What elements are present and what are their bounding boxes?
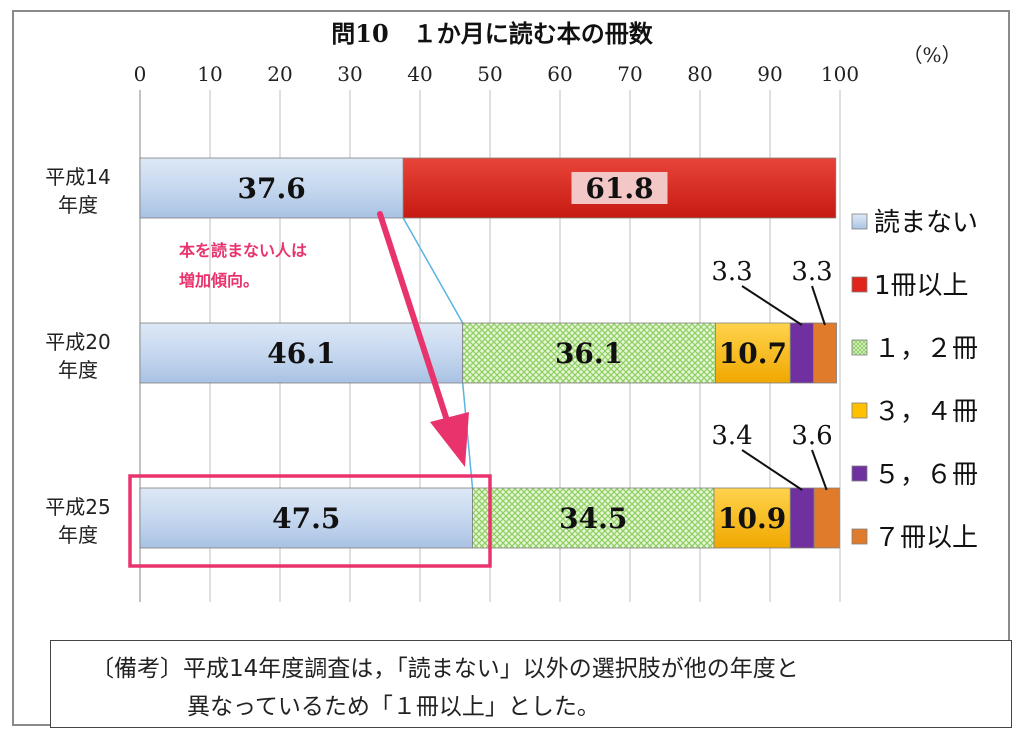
x-tick-label: 30 (337, 62, 362, 86)
legend-label: ５，６冊 (874, 460, 978, 490)
legend-label: ７冊以上 (874, 523, 978, 553)
bar-segment (139, 487, 473, 549)
legend-label: 1冊以上 (874, 271, 969, 301)
category-label: 平成20 (45, 330, 110, 354)
category-label: 年度 (58, 523, 98, 547)
data-label: 37.6 (237, 172, 305, 205)
leader-line (741, 285, 803, 326)
chart: 0 10 20 30 40 50 60 70 80 90 100 問10 １か月に読む本の冊数 （%） 平… (45, 19, 978, 602)
data-label: 10.9 (718, 502, 786, 535)
data-label: 46.1 (267, 337, 335, 370)
legend-label: １，２冊 (874, 334, 978, 364)
annotation-text: 増加傾向。 (179, 271, 259, 290)
data-label: 61.8 (585, 172, 653, 205)
highlight-box (128, 474, 492, 568)
data-label: 3.3 (791, 257, 832, 287)
bar-segment (813, 487, 840, 549)
annotation-text: 本を読まない人は (179, 241, 307, 260)
data-label: 10.7 (719, 337, 787, 370)
unit-label: （%） (902, 43, 961, 67)
bar-segment (789, 322, 814, 384)
series-connector-line (461, 382, 474, 489)
category-label: 平成14 (45, 165, 110, 189)
annotation-arrow-shaft (377, 211, 457, 445)
legend-swatch (851, 276, 868, 293)
legend-swatch (851, 465, 868, 482)
data-label: 47.5 (272, 502, 340, 535)
bar-segment (462, 322, 716, 384)
chart-title: 問10 １か月に読む本の冊数 (331, 19, 653, 48)
bar-segment (139, 322, 464, 384)
data-label: 3.6 (791, 421, 832, 451)
legend-label: 読まない (874, 208, 978, 238)
x-tick-label: 90 (757, 62, 782, 86)
x-tick-label: 0 (134, 62, 147, 86)
category-label: 年度 (58, 358, 98, 382)
x-tick-label: 20 (267, 62, 292, 86)
x-tick-label: 50 (477, 62, 502, 86)
leader-line (811, 285, 826, 326)
legend-label: ３，４冊 (874, 397, 978, 427)
leader-line (741, 449, 803, 491)
x-tick-label: 60 (547, 62, 572, 86)
annotation-arrow-head (430, 412, 469, 467)
bar-segment (713, 487, 791, 549)
data-label: 3.4 (711, 421, 752, 451)
bar-segment (813, 322, 837, 384)
category-label: 平成25 (45, 495, 110, 519)
x-tick-label: 40 (407, 62, 432, 86)
note-line-2: 異なっているため「１冊以上」とした。 (187, 694, 600, 720)
series-connector-line (402, 217, 464, 324)
legend-swatch (851, 402, 868, 419)
bar-segment (472, 487, 715, 549)
leader-line (811, 449, 828, 491)
category-label: 年度 (58, 193, 98, 217)
legend-swatch (851, 528, 868, 545)
x-tick-label: 100 (821, 62, 859, 86)
legend-swatch (851, 213, 868, 230)
note-box: 〔備考〕平成14年度調査は，「読まない」以外の選択肢が他の年度と 異なっているた… (50, 640, 1012, 728)
legend-swatch (851, 339, 868, 356)
data-label: 3.3 (711, 257, 752, 287)
bar-segment (789, 487, 815, 549)
x-tick-label: 10 (197, 62, 222, 86)
data-label: 36.1 (555, 337, 623, 370)
data-label-bg (571, 172, 668, 204)
x-tick-label: 70 (617, 62, 642, 86)
x-tick-label: 80 (687, 62, 712, 86)
note-line-1: 〔備考〕平成14年度調査は，「読まない」以外の選択肢が他の年度と (91, 656, 799, 682)
data-label: 34.5 (559, 502, 627, 535)
figure-frame: 0 10 20 30 40 50 60 70 80 90 100 問10 １か月に読む本の冊数 （%） 平… (12, 10, 1012, 728)
